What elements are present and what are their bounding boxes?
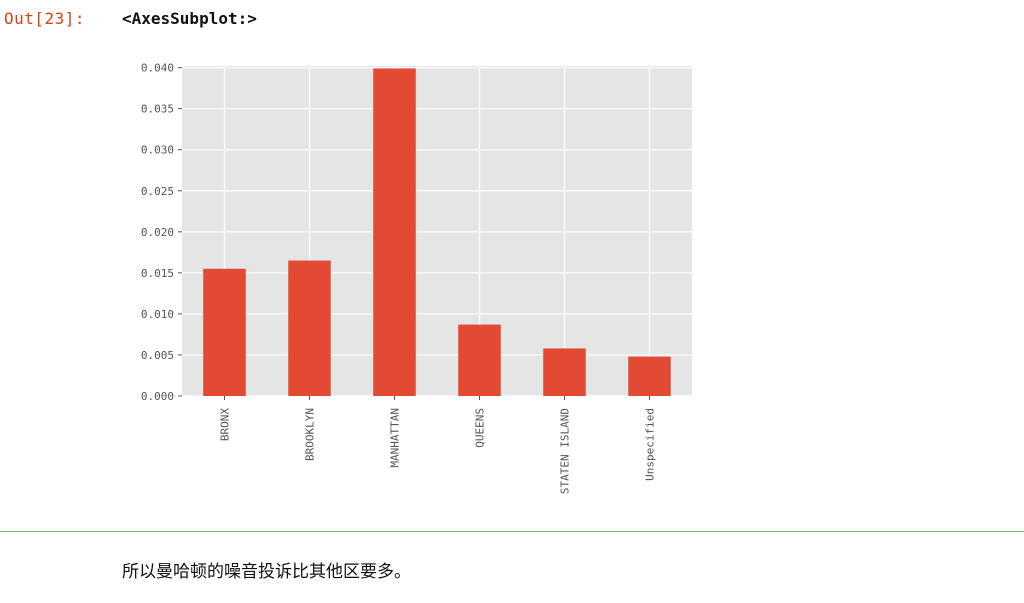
grid-lines — [182, 66, 692, 397]
output-repr-text: <AxesSubplot:> — [122, 9, 257, 28]
plot-area — [182, 66, 692, 396]
x-tick-label: BROOKLYN — [304, 408, 317, 461]
markdown-text: 所以曼哈顿的噪音投诉比其他区要多。 — [122, 562, 411, 582]
y-axis-ticks: 0.000 0.005 0.010 0.015 0.020 0.025 0.030 0.035… — [141, 62, 182, 403]
output-prompt: Out[23]: — [4, 9, 86, 28]
y-tick-label: 0.010 — [141, 308, 174, 321]
bar — [543, 348, 586, 396]
y-tick-label: 0.035 — [141, 103, 174, 116]
y-tick-label: 0.000 — [141, 390, 174, 403]
y-tick-label: 0.020 — [141, 226, 174, 239]
bar-chart: 0.000 0.005 0.010 0.015 0.020 0.025 0.030 0.035… — [141, 62, 692, 494]
x-tick-label: BRONX — [219, 408, 232, 441]
bars — [203, 68, 671, 397]
bar — [203, 268, 246, 396]
y-tick-label: 0.015 — [141, 267, 174, 280]
bar — [288, 260, 331, 396]
y-tick-label: 0.005 — [141, 349, 174, 362]
y-tick-label: 0.040 — [141, 62, 174, 75]
y-tick-label: 0.025 — [141, 185, 174, 198]
x-tick-label: STATEN ISLAND — [559, 408, 572, 494]
bar — [458, 324, 501, 396]
bar — [628, 356, 671, 396]
y-tick-label: 0.030 — [141, 144, 174, 157]
bar — [373, 68, 416, 397]
cell-divider — [0, 531, 1024, 532]
x-axis-ticks: BRONX BROOKLYN MANHATTAN QUEENS STATEN ISLAN… — [219, 396, 657, 494]
x-tick-label: QUEENS — [474, 408, 487, 448]
x-tick-label: Unspecified — [644, 408, 657, 481]
x-tick-label: MANHATTAN — [389, 408, 402, 468]
